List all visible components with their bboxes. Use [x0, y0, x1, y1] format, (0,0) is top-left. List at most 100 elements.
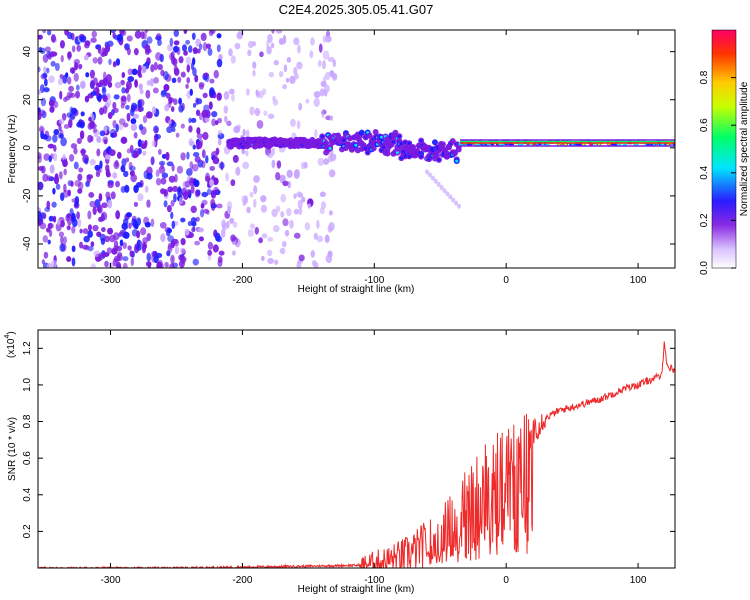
- heatmap-cell: [126, 212, 132, 218]
- heatmap-cell: [132, 113, 139, 119]
- spectrogram-xlabel: Height of straight line (km): [298, 284, 415, 295]
- heatmap-cell: [197, 227, 204, 233]
- snr-multiplier-base: (x10: [6, 338, 17, 358]
- heatmap-cell: [120, 79, 125, 86]
- heatmap-cell: [43, 153, 50, 161]
- heatmap-cell: [216, 33, 222, 39]
- heatmap-cell: [258, 90, 264, 99]
- heatmap-cell: [217, 256, 223, 263]
- heatmap-cell: [403, 140, 407, 144]
- snr-x-tick-label: 100: [630, 575, 647, 586]
- heatmap-cell: [38, 66, 41, 73]
- heatmap-cell: [259, 51, 264, 58]
- heatmap-cell: [233, 126, 239, 133]
- heatmap-cell: [258, 237, 263, 244]
- heatmap-cell: [102, 105, 108, 114]
- heatmap-cell: [102, 77, 109, 87]
- heatmap-cell: [267, 236, 274, 242]
- snr-frame: [37, 329, 676, 569]
- heatmap-cell: [146, 80, 151, 86]
- heatmap-cell: [84, 157, 89, 165]
- heatmap-cell: [216, 58, 223, 68]
- heatmap-cell: [129, 170, 135, 177]
- heatmap-cell: [113, 240, 119, 249]
- colorbar-label: Normalized spectral amplitude: [739, 81, 750, 216]
- heatmap-cell: [38, 126, 45, 133]
- heatmap-cell: [48, 75, 55, 83]
- snr-panel: -300 -200 -100 0 100 0.2 0.4 0.6 0.8 1.0 1.2 Heig…: [4, 329, 676, 595]
- heatmap-cell: [210, 30, 216, 35]
- heatmap-cell: [194, 156, 201, 163]
- heatmap-cell: [112, 172, 118, 179]
- heatmap-cell: [216, 44, 221, 53]
- heatmap-cell: [319, 88, 325, 97]
- heatmap-cell: [192, 151, 200, 158]
- heatmap-cell: [180, 123, 185, 129]
- heatmap-cell: [106, 247, 113, 254]
- heatmap-cell: [44, 206, 51, 213]
- heatmap-cell: [59, 90, 63, 100]
- heatmap-cell: [52, 187, 56, 195]
- heatmap-cell: [129, 108, 135, 117]
- heatmap-cell: [38, 182, 43, 190]
- heatmap-cell: [97, 204, 103, 214]
- heatmap-cell: [119, 229, 125, 236]
- heatmap-cell: [112, 101, 117, 110]
- heatmap-cell: [242, 161, 249, 170]
- heatmap-cell: [293, 66, 298, 75]
- heatmap-cell: [322, 50, 330, 60]
- heatmap-cell: [201, 109, 209, 118]
- heatmap-cell: [167, 186, 174, 193]
- heatmap-cell: [97, 46, 102, 54]
- heatmap-cell: [157, 259, 163, 268]
- heatmap-cell: [194, 74, 199, 83]
- heatmap-cell: [325, 254, 333, 264]
- heatmap-cell: [228, 48, 233, 57]
- heatmap-cell: [249, 106, 255, 116]
- heatmap-cell: [118, 123, 123, 131]
- heatmap-cell: [419, 139, 423, 143]
- heatmap-cell: [91, 30, 98, 38]
- heatmap-cell: [260, 195, 267, 203]
- heatmap-cell: [60, 137, 67, 147]
- heatmap-cell: [62, 236, 68, 244]
- heatmap-cell: [397, 134, 401, 138]
- heatmap-cell: [188, 125, 193, 133]
- heatmap-cell: [76, 211, 80, 220]
- heatmap-cell: [195, 109, 201, 117]
- heatmap-cell: [293, 208, 299, 215]
- heatmap-cell: [88, 191, 95, 198]
- heatmap-cell: [113, 94, 120, 100]
- heatmap-cell: [171, 220, 176, 229]
- heatmap-cell: [186, 168, 193, 177]
- heatmap-cell: [76, 44, 82, 52]
- heatmap-cell: [138, 83, 143, 91]
- heatmap-cell: [205, 209, 210, 215]
- heatmap-cell: [95, 90, 100, 97]
- heatmap-cell: [38, 152, 42, 160]
- heatmap-cell: [58, 133, 64, 139]
- heatmap-cell: [165, 151, 170, 161]
- heatmap-cell: [107, 199, 113, 209]
- heatmap-cell: [207, 47, 213, 56]
- heatmap-cell: [79, 228, 83, 234]
- heatmap-cell: [247, 229, 254, 238]
- heatmap-cell: [42, 173, 49, 182]
- heatmap-cell: [43, 251, 49, 259]
- heatmap-cell: [242, 128, 246, 137]
- heatmap-cell: [267, 152, 274, 159]
- heatmap-cell: [121, 72, 126, 79]
- heatmap-cell: [245, 88, 250, 96]
- heatmap-cell: [191, 32, 196, 40]
- heatmap-cell: [213, 69, 219, 79]
- heatmap-cell: [176, 165, 184, 174]
- heatmap-cell: [190, 62, 195, 71]
- heatmap-cell: [285, 77, 290, 83]
- heatmap-cell: [297, 44, 301, 54]
- heatmap-cell: [149, 77, 154, 87]
- heatmap-cell: [107, 112, 113, 120]
- heatmap-cell: [59, 73, 64, 80]
- heatmap-cell: [358, 129, 365, 136]
- heatmap-cell: [141, 241, 147, 251]
- heatmap-cell: [118, 118, 126, 125]
